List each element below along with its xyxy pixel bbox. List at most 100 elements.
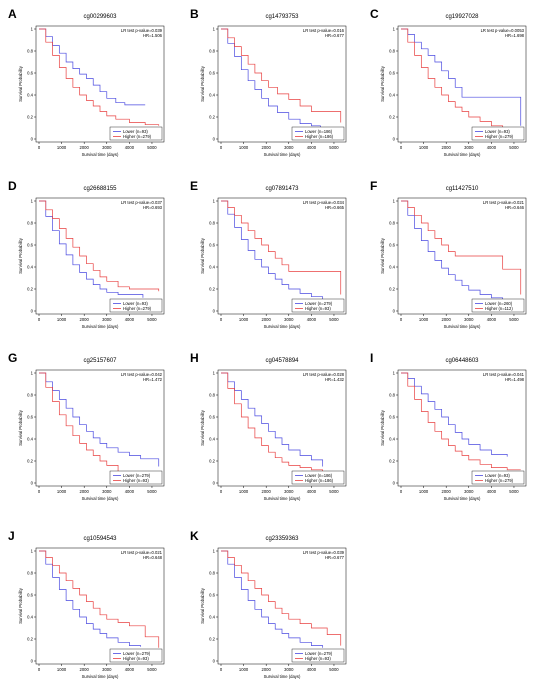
y-tick-label: 0	[393, 309, 396, 314]
x-tick-label: 5000	[147, 489, 157, 494]
x-tick-label: 0	[38, 489, 41, 494]
panel-title: cg14793753	[265, 14, 299, 20]
y-axis-label: Survival Probability	[200, 587, 205, 624]
plot-frame	[217, 25, 347, 143]
y-tick-label: 1	[213, 27, 216, 32]
higher-survival-curve	[401, 200, 522, 295]
legend-entry: Lower (n=93)	[485, 473, 510, 478]
y-tick-label: 0.8	[27, 571, 33, 576]
y-tick-label: 0	[213, 659, 216, 664]
panel-letter: D	[8, 179, 17, 193]
x-tick-label: 2000	[80, 145, 90, 150]
y-tick-label: 0.6	[389, 71, 395, 76]
x-tick-label: 4000	[487, 145, 497, 150]
lower-survival-curve	[221, 550, 324, 648]
higher-survival-curve	[221, 200, 342, 295]
x-tick-label: 3000	[102, 667, 112, 672]
legend-box	[471, 126, 525, 141]
x-tick-label: 2000	[262, 145, 272, 150]
y-tick-label: 1	[393, 27, 396, 32]
x-tick-label: 2000	[442, 489, 452, 494]
legend-entry: Higher (n=93)	[305, 656, 331, 661]
lower-survival-curve	[39, 200, 144, 298]
hr-text: HR=1.498	[505, 377, 525, 382]
x-tick-label: 5000	[329, 317, 339, 322]
pvalue-text: LR test p-value=0.042	[121, 372, 163, 377]
higher-survival-curve	[39, 28, 160, 126]
panel-title: cg11427510	[446, 186, 479, 192]
x-tick-label: 4000	[307, 317, 317, 322]
x-tick-label: 1000	[57, 667, 67, 672]
y-tick-label: 0	[31, 481, 34, 486]
hr-text: HR=1.506	[143, 33, 163, 38]
higher-survival-curve	[39, 372, 119, 475]
y-tick-label: 1	[213, 199, 216, 204]
x-tick-label: 5000	[509, 317, 519, 322]
x-tick-label: 5000	[147, 667, 157, 672]
hr-text: HR=1.432	[325, 377, 345, 382]
y-axis-label: Survival Probability	[18, 409, 23, 446]
y-tick-label: 1	[31, 199, 34, 204]
lower-survival-curve	[401, 28, 522, 126]
y-tick-label: 0.2	[389, 115, 395, 120]
panel-title: cg19927028	[445, 14, 479, 20]
y-tick-label: 0.2	[27, 115, 33, 120]
hr-text: HR=0.646	[505, 205, 525, 210]
legend-entry: Higher (n=112)	[485, 306, 513, 311]
x-tick-label: 3000	[464, 145, 474, 150]
y-tick-label: 0.4	[209, 615, 215, 620]
legend-box	[291, 648, 345, 663]
y-tick-label: 0	[31, 137, 34, 142]
panel-letter: I	[370, 351, 373, 365]
y-tick-label: 0.6	[209, 415, 215, 420]
x-tick-label: 5000	[147, 145, 157, 150]
y-tick-label: 0.6	[389, 415, 395, 420]
higher-survival-curve	[221, 550, 342, 646]
plot-frame	[35, 197, 165, 315]
y-tick-label: 0.6	[209, 71, 215, 76]
plot-frame	[397, 25, 527, 143]
x-tick-label: 2000	[80, 489, 90, 494]
x-tick-label: 2000	[80, 667, 90, 672]
x-axis-label: Survival time (days)	[444, 496, 481, 501]
legend-entry: Lower (n=260)	[485, 301, 513, 306]
y-axis-label: Survival Probability	[18, 587, 23, 624]
y-tick-label: 0.2	[209, 115, 215, 120]
y-tick-label: 1	[213, 371, 216, 376]
panel-letter: J	[8, 529, 15, 543]
x-tick-label: 3000	[284, 667, 294, 672]
pvalue-text: LR test p-value=0.0053	[481, 28, 525, 33]
x-axis-label: Survival time (days)	[444, 152, 481, 157]
y-tick-label: 0.4	[209, 265, 215, 270]
plot-frame	[397, 197, 527, 315]
x-tick-label: 4000	[307, 145, 317, 150]
panel-letter: C	[370, 7, 379, 21]
hr-text: HR=0.677	[325, 33, 345, 38]
legend-entry: Higher (n=279)	[123, 306, 152, 311]
x-tick-label: 2000	[80, 317, 90, 322]
legend-box	[471, 298, 525, 313]
x-tick-label: 3000	[284, 145, 294, 150]
x-tick-label: 4000	[125, 145, 135, 150]
x-axis-label: Survival time (days)	[444, 324, 481, 329]
x-tick-label: 5000	[329, 667, 339, 672]
x-tick-label: 0	[220, 489, 223, 494]
x-tick-label: 1000	[57, 145, 67, 150]
legend-entry: Higher (n=279)	[485, 134, 514, 139]
x-tick-label: 5000	[509, 145, 519, 150]
y-tick-label: 1	[393, 371, 396, 376]
lower-survival-curve	[401, 200, 504, 300]
legend-entry: Lower (n=93)	[485, 129, 510, 134]
x-tick-label: 3000	[102, 317, 112, 322]
x-tick-label: 0	[400, 317, 403, 322]
y-tick-label: 0.6	[27, 593, 33, 598]
x-tick-label: 2000	[442, 145, 452, 150]
higher-survival-curve	[401, 28, 504, 128]
legend-box	[291, 298, 345, 313]
y-tick-label: 0.4	[389, 437, 395, 442]
pvalue-text: LR test p-value=0.039	[121, 28, 163, 33]
legend-box	[109, 298, 163, 313]
